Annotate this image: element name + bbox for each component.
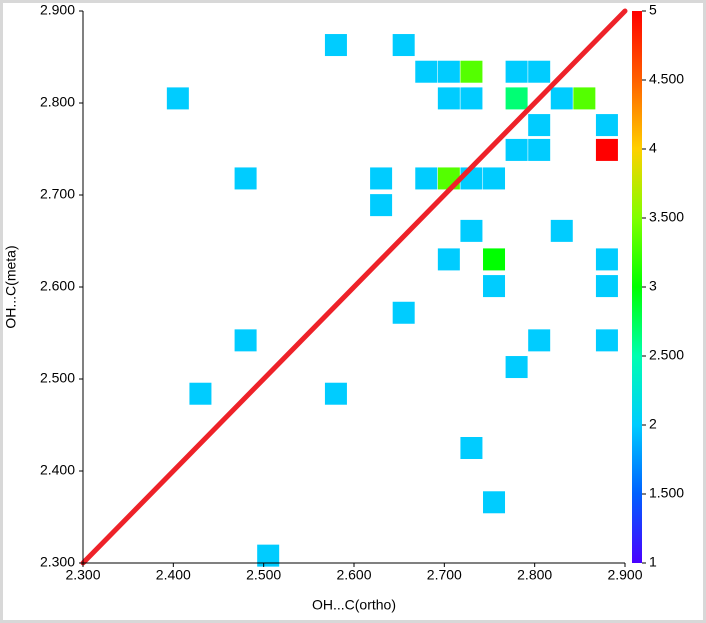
cell	[437, 167, 460, 190]
colorbar-tick-label: 3.500	[649, 209, 684, 225]
colorbar-tick-label: 1	[649, 554, 657, 570]
x-tick-label: 2.800	[517, 567, 552, 583]
x-tick-label: 2.300	[65, 567, 100, 583]
cell	[595, 114, 618, 137]
cell	[392, 301, 415, 324]
reference-line	[80, 8, 628, 566]
colorbar	[632, 11, 642, 563]
y-tick-label: 2.800	[40, 94, 75, 110]
cell	[437, 248, 460, 271]
cell	[573, 87, 596, 110]
cell	[392, 34, 415, 57]
cell	[505, 87, 528, 110]
cell	[437, 60, 460, 83]
cell	[483, 491, 506, 514]
cell	[189, 382, 212, 405]
colorbar-tick-label: 2.500	[649, 347, 684, 363]
x-tick-label: 2.400	[156, 567, 191, 583]
cell	[415, 167, 438, 190]
y-tick-label: 2.500	[40, 370, 75, 386]
cell	[505, 60, 528, 83]
x-tick-label: 2.700	[427, 567, 462, 583]
cell	[460, 87, 483, 110]
x-tick-label: 2.500	[246, 567, 281, 583]
cell	[483, 167, 506, 190]
y-axis-label: OH...C(meta)	[3, 245, 19, 328]
y-tick-label: 2.900	[40, 2, 75, 18]
cell	[505, 356, 528, 379]
cell	[595, 248, 618, 271]
cell	[483, 275, 506, 298]
cell	[483, 248, 506, 271]
cell	[437, 87, 460, 110]
colorbar-tick-label: 4	[649, 140, 657, 156]
colorbar-tick-label: 2	[649, 416, 657, 432]
cell	[550, 219, 573, 242]
y-tick-label: 2.700	[40, 186, 75, 202]
cell	[595, 275, 618, 298]
cell	[324, 382, 347, 405]
cell	[550, 87, 573, 110]
x-tick-label: 2.600	[336, 567, 371, 583]
y-tick-label: 2.600	[40, 278, 75, 294]
y-tick-label: 2.400	[40, 462, 75, 478]
cell	[528, 329, 551, 352]
cell	[370, 194, 393, 217]
cell	[370, 167, 393, 190]
cell	[460, 219, 483, 242]
cell	[595, 329, 618, 352]
x-tick-label: 2.900	[607, 567, 642, 583]
cell	[595, 138, 618, 161]
cell	[324, 34, 347, 57]
y-tick-label: 2.300	[40, 554, 75, 570]
colorbar-tick-label: 3	[649, 278, 657, 294]
cell	[528, 114, 551, 137]
x-axis-label: OH...C(ortho)	[312, 597, 396, 613]
cell	[528, 60, 551, 83]
colorbar-tick-label: 4.500	[649, 71, 684, 87]
cell	[257, 544, 280, 567]
cell	[460, 437, 483, 459]
cell	[234, 167, 257, 190]
colorbar-tick-label: 5	[649, 2, 657, 18]
cell	[460, 60, 483, 83]
cell	[415, 60, 438, 83]
cell	[528, 138, 551, 161]
cell	[234, 329, 257, 352]
cell	[505, 138, 528, 161]
colorbar-tick-label: 1.500	[649, 485, 684, 501]
cell	[166, 87, 189, 110]
